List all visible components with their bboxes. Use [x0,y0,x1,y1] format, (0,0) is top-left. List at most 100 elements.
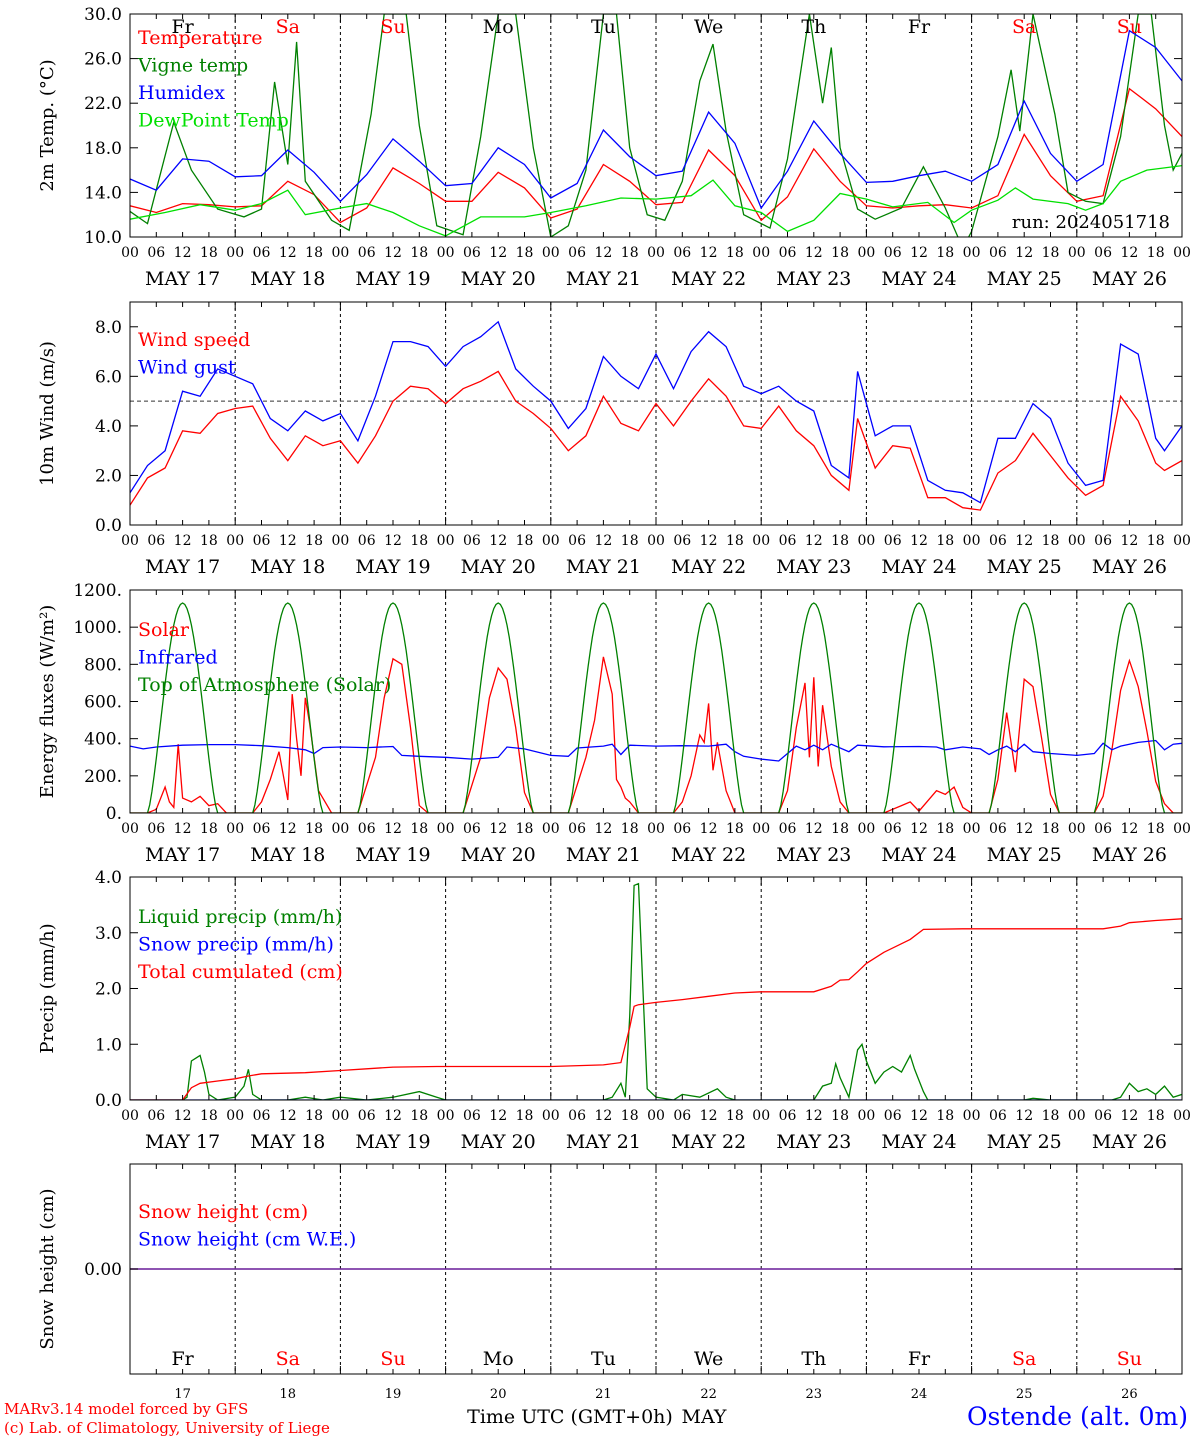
x-date-label: MAY 23 [776,1131,851,1153]
weekday-label: Fr [908,16,931,38]
weekday-label: Tu [591,16,616,38]
x-hour-tick-label: 00 [226,1108,244,1124]
weekday-label: Th [801,1348,826,1370]
x-hour-tick-label: 18 [410,821,428,837]
x-date-label: MAY 22 [671,268,746,290]
y-tick-label: 400. [84,730,122,750]
x-hour-tick-label: 06 [884,245,902,261]
x-hour-tick-label: 12 [489,821,507,837]
x-hour-tick-label: 06 [358,533,376,549]
x-hour-tick-label: 06 [253,533,271,549]
y-tick-label: 800. [84,655,122,675]
weekday-label: Mo [483,16,514,38]
x-date-label: MAY 20 [461,844,536,866]
x-hour-tick-label: 12 [174,821,192,837]
x-hour-tick-label: 06 [1094,1108,1112,1124]
x-hour-tick-label: 18 [831,1108,849,1124]
legend-entry: Snow height (cm W.E.) [138,1229,356,1251]
y-tick-label: 14.0 [84,183,122,203]
x-date-label: MAY 17 [145,844,220,866]
x-date-label: MAY 24 [881,556,956,578]
x-hour-tick-label: 12 [384,533,402,549]
x-date-label: MAY 26 [1092,268,1167,290]
x-hour-tick-label: 18 [621,533,639,549]
x-date-label: MAY 19 [355,844,430,866]
series-line-energy-0 [130,656,1182,813]
x-date-label: MAY 21 [566,844,641,866]
y-tick-label: 8.0 [95,318,122,338]
x-date-label: MAY 19 [355,268,430,290]
legend-entry: Wind gust [138,357,236,379]
series-line-energy-2 [130,602,1182,813]
x-hour-tick-label: 00 [1068,245,1086,261]
x-hour-tick-label: 12 [489,533,507,549]
x-hour-tick-label: 18 [936,821,954,837]
x-date-label: MAY 25 [987,268,1062,290]
x-hour-tick-label: 00 [647,533,665,549]
x-hour-tick-label: 00 [121,533,139,549]
x-hour-tick-label: 00 [437,821,455,837]
x-hour-tick-label: 06 [147,821,165,837]
x-hour-tick-label: 00 [963,533,981,549]
legend-entry: Temperature [138,27,262,49]
series-line-temperature-0 [130,87,1182,224]
footer-credit-text: (c) Lab. of Climatology, University of L… [4,1419,330,1437]
x-hour-tick-label: 18 [1147,821,1165,837]
x-hour-tick-label: 12 [279,1108,297,1124]
series-line-temperature-2 [130,29,1182,210]
y-tick-label: 1000. [73,618,122,638]
x-date-label: MAY 18 [250,1131,325,1153]
x-hour-tick-label: 06 [147,533,165,549]
x-hour-tick-label: 00 [121,1108,139,1124]
y-tick-label: 6.0 [95,367,122,387]
weekday-label: Sa [276,1348,300,1370]
x-date-label: MAY 25 [987,556,1062,578]
series-line-energy-1 [130,739,1182,762]
x-hour-tick-label: 18 [200,245,218,261]
x-hour-tick-label: 18 [936,533,954,549]
x-hour-tick-label: 12 [1015,533,1033,549]
x-hour-tick-label: 18 [831,821,849,837]
x-hour-tick-label: 18 [410,245,428,261]
x-hour-tick-label: 00 [1173,1108,1191,1124]
x-hour-tick-label: 06 [989,533,1007,549]
x-hour-tick-label: 06 [147,245,165,261]
x-hour-tick-label: 18 [200,821,218,837]
x-hour-tick-label: 18 [936,245,954,261]
y-tick-label: 30.0 [84,5,122,25]
weekday-label: Su [1117,16,1142,38]
legend-entry: Wind speed [138,329,250,351]
x-date-label: MAY 20 [461,556,536,578]
x-hour-tick-label: 06 [463,533,481,549]
series-line-precip-0 [130,882,1182,1100]
x-hour-tick-label: 06 [989,821,1007,837]
weekday-label: Fr [171,1348,194,1370]
weekday-label: Sa [1012,16,1036,38]
x-hour-tick-label: 12 [489,1108,507,1124]
x-hour-tick-label: 00 [963,821,981,837]
x-hour-tick-label: 00 [963,245,981,261]
x-hour-tick-label: 06 [884,1108,902,1124]
x-hour-tick-label: 00 [1068,1108,1086,1124]
y-tick-label: 4.0 [95,417,122,437]
x-hour-tick-label: 00 [437,245,455,261]
x-hour-tick-label: 12 [700,533,718,549]
x-hour-tick-label: 06 [358,1108,376,1124]
y-tick-label: 600. [84,693,122,713]
x-hour-tick-label: 12 [1120,245,1138,261]
x-date-label: MAY 26 [1092,1131,1167,1153]
x-hour-tick-label: 00 [331,533,349,549]
x-hour-tick-label: 00 [647,245,665,261]
x-hour-tick-label: 18 [410,1108,428,1124]
x-hour-tick-label: 12 [805,533,823,549]
x-hour-tick-label: 18 [726,1108,744,1124]
legend-entry: Humidex [138,82,225,104]
x-hour-tick-label: 12 [594,533,612,549]
x-hour-tick-label: 12 [1015,821,1033,837]
x-date-label: MAY 19 [355,556,430,578]
x-hour-tick-label: 06 [253,1108,271,1124]
x-hour-tick-label: 12 [279,821,297,837]
y-tick-label: 0. [106,804,122,824]
x-hour-tick-label: 06 [463,1108,481,1124]
x-hour-tick-label: 18 [1147,245,1165,261]
